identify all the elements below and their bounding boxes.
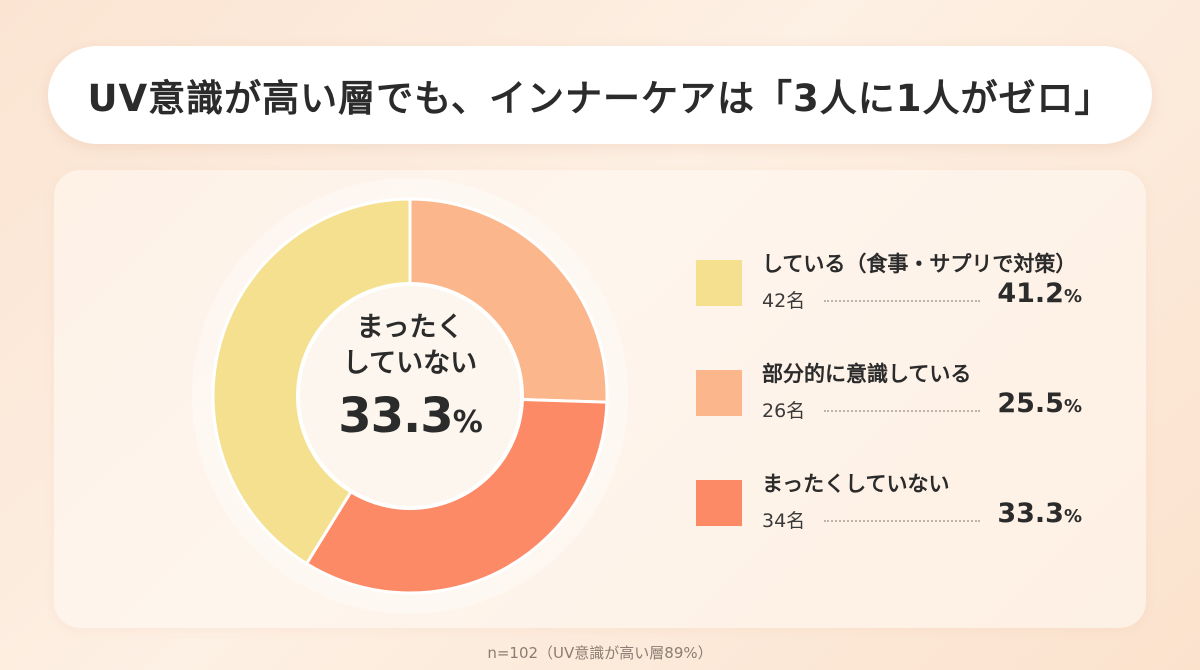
center-highlight: まったく していない 33.3% [300, 310, 520, 453]
sample-size-note: n=102（UV意識が高い層89%） [487, 644, 713, 662]
legend-percent: 41.2% [997, 278, 1082, 309]
center-value: 33.3% [300, 386, 520, 453]
center-label-line1: まったく [356, 312, 464, 343]
donut-hole [296, 282, 524, 510]
legend-count: 26名 [762, 400, 806, 422]
center-value-number: 33.3 [338, 388, 453, 444]
legend-item: 部分的に意識している 26名 25.5% [696, 358, 1096, 430]
legend-percent-unit: % [1063, 506, 1082, 527]
chart-title: UV意識が高い層でも、インナーケアは「3人に1人がゼロ」 [87, 77, 1113, 120]
legend: している（食事・サプリで対策） 42名 41.2% 部分的に意識している 26名… [696, 248, 1096, 578]
legend-label: まったくしていない [762, 472, 950, 496]
legend-label: 部分的に意識している [762, 362, 972, 386]
legend-label: している（食事・サプリで対策） [762, 252, 1077, 276]
title-banner: UV意識が高い層でも、インナーケアは「3人に1人がゼロ」 [48, 46, 1152, 144]
legend-leader-dots [824, 520, 980, 522]
legend-percent: 25.5% [997, 388, 1082, 419]
legend-percent-value: 41.2 [997, 278, 1064, 309]
center-label-line2: していない [342, 348, 478, 379]
legend-count: 42名 [762, 290, 806, 312]
legend-percent-unit: % [1063, 396, 1082, 417]
legend-item: している（食事・サプリで対策） 42名 41.2% [696, 248, 1096, 320]
donut-slices [211, 197, 609, 595]
legend-percent-value: 33.3 [997, 498, 1064, 529]
donut-chart [192, 178, 628, 614]
center-value-unit: % [452, 405, 483, 440]
legend-leader-dots [824, 410, 980, 412]
legend-leader-dots [824, 300, 980, 302]
legend-swatch [696, 260, 742, 306]
legend-percent-value: 25.5 [997, 388, 1064, 419]
legend-item: まったくしていない 34名 33.3% [696, 468, 1096, 540]
legend-swatch [696, 370, 742, 416]
legend-percent-unit: % [1063, 286, 1082, 307]
legend-count: 34名 [762, 510, 806, 532]
legend-percent: 33.3% [997, 498, 1082, 529]
legend-swatch [696, 480, 742, 526]
